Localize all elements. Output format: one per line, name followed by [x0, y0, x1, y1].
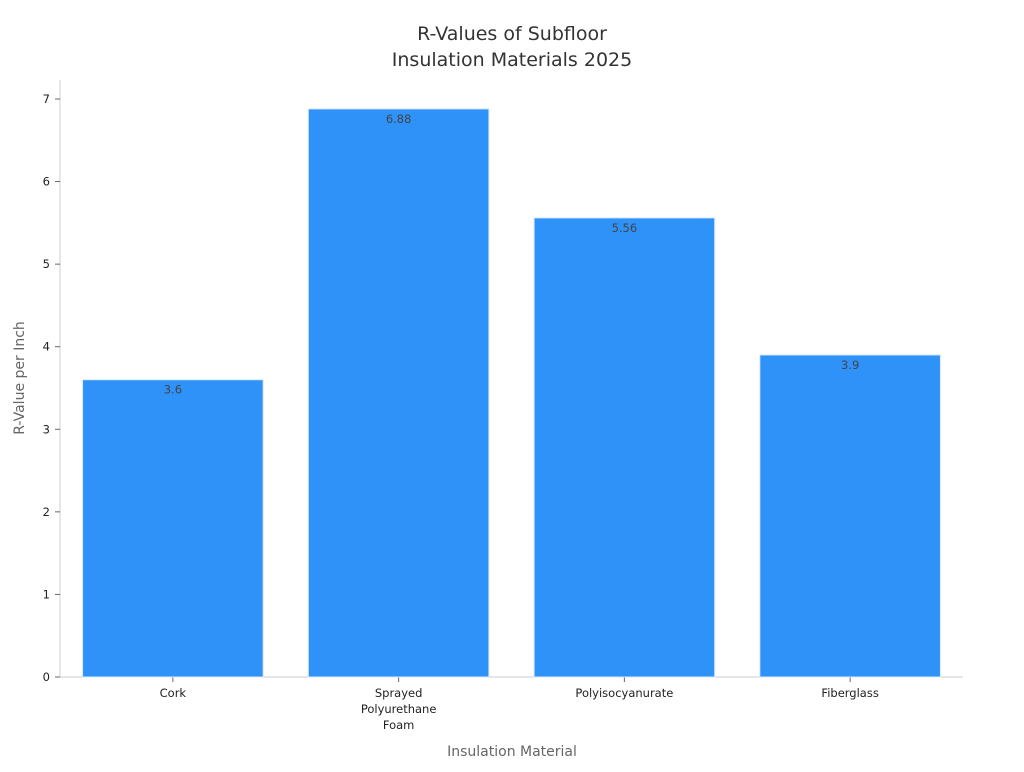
bar: [307, 108, 490, 678]
bar: [533, 217, 716, 678]
x-tick-label: Fiberglass: [821, 686, 878, 700]
y-axis-title: R-Value per Inch: [12, 321, 28, 435]
bar-value-label: 5.56: [612, 221, 638, 235]
y-tick-label: 6: [43, 175, 50, 189]
bar: [759, 354, 941, 678]
x-tick-label: Foam: [383, 718, 415, 732]
y-tick-label: 1: [43, 587, 50, 601]
y-axis: 0 1 2 3 4 5 6 7: [43, 80, 61, 684]
bar-value-label: 3.6: [164, 383, 182, 397]
y-tick-label: 0: [43, 670, 50, 684]
y-tick-label: 7: [43, 92, 50, 106]
bar: [82, 379, 264, 678]
y-tick-label: 4: [43, 340, 50, 354]
bar-value-label: 3.9: [841, 358, 859, 372]
y-tick-label: 2: [43, 505, 50, 519]
chart-title: R-Values of Subfloor Insulation Materials…: [392, 23, 632, 71]
x-tick-label: Cork: [160, 686, 187, 700]
x-axis-title: Insulation Material: [447, 744, 577, 760]
bar-value-labels: 3.6 6.88 5.56 3.9: [164, 112, 860, 397]
x-tick-label: Sprayed: [375, 686, 423, 700]
x-axis: Cork Sprayed Polyurethane Foam Polyisocyanur…: [60, 676, 963, 732]
x-tick-label: Polyisocyanurate: [575, 686, 673, 700]
chart-title-line: R-Values of Subfloor: [417, 23, 607, 45]
bars: [82, 108, 941, 678]
x-tick-label: Polyurethane: [361, 702, 437, 716]
y-tick-label: 3: [43, 422, 50, 436]
chart-title-line: Insulation Materials 2025: [392, 49, 632, 71]
bar-value-label: 6.88: [386, 112, 412, 126]
y-tick-label: 5: [43, 257, 50, 271]
